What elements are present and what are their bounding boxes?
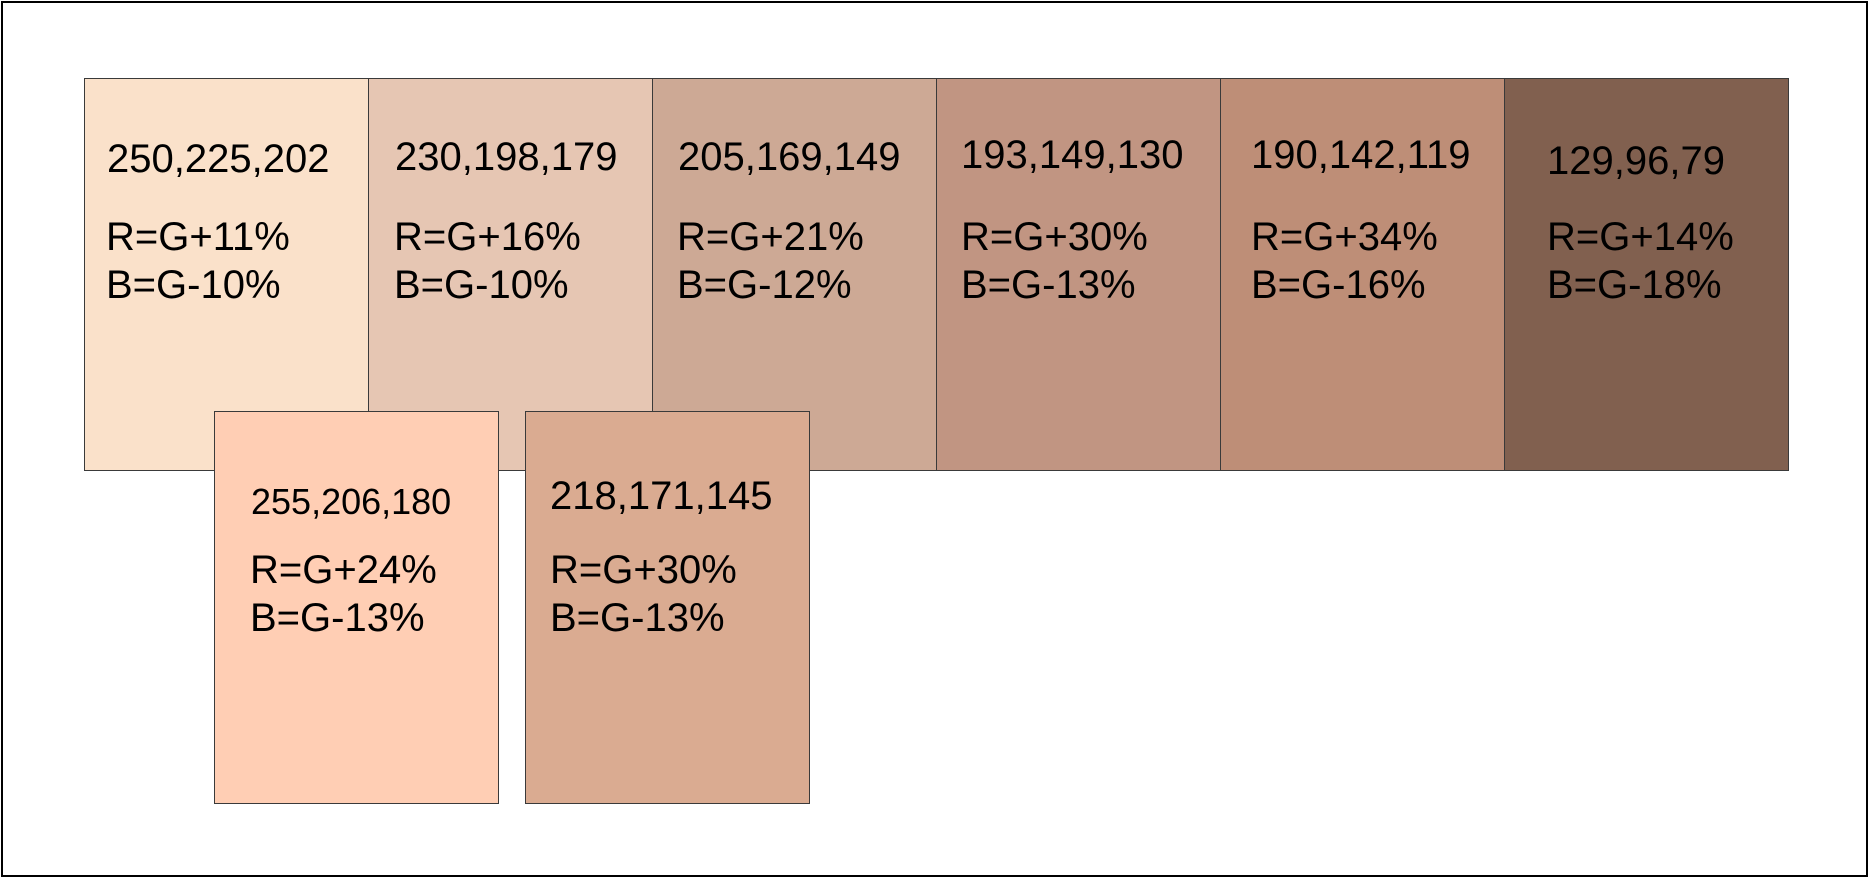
blue-ratio: B=G-16%: [1251, 263, 1426, 307]
rgb-label: 205,169,149: [678, 135, 901, 179]
swatch-218-171-145: 218,171,145 R=G+30% B=G-13%: [525, 411, 810, 804]
rgb-label: 255,206,180: [251, 481, 452, 522]
channel-ratios: R=G+21% B=G-12%: [677, 213, 864, 309]
channel-ratios: R=G+14% B=G-18%: [1547, 213, 1734, 309]
rgb-label: 129,96,79: [1547, 139, 1725, 183]
channel-ratios: R=G+11% B=G-10%: [106, 213, 290, 309]
blue-ratio: B=G-10%: [394, 263, 569, 307]
channel-ratios: R=G+34% B=G-16%: [1251, 213, 1438, 309]
swatch-129-96-79: 129,96,79 R=G+14% B=G-18%: [1504, 78, 1789, 471]
swatch-193-149-130: 193,149,130 R=G+30% B=G-13%: [936, 78, 1221, 471]
blue-ratio: B=G-13%: [550, 596, 725, 640]
swatch-190-142-119: 190,142,119 R=G+34% B=G-16%: [1220, 78, 1505, 471]
red-ratio: R=G+24%: [250, 548, 437, 592]
blue-ratio: B=G-18%: [1547, 263, 1722, 307]
swatch-205-169-149: 205,169,149 R=G+21% B=G-12%: [652, 78, 937, 471]
channel-ratios: R=G+30% B=G-13%: [550, 546, 737, 642]
red-ratio: R=G+21%: [677, 215, 864, 259]
blue-ratio: B=G-13%: [250, 596, 425, 640]
rgb-label: 218,171,145: [550, 474, 773, 518]
rgb-label: 190,142,119: [1251, 133, 1471, 177]
rgb-label: 230,198,179: [395, 135, 618, 179]
channel-ratios: R=G+24% B=G-13%: [250, 546, 437, 642]
red-ratio: R=G+11%: [106, 215, 290, 259]
rgb-label: 250,225,202: [107, 137, 330, 181]
red-ratio: R=G+16%: [394, 215, 581, 259]
rgb-label: 193,149,130: [961, 133, 1184, 177]
red-ratio: R=G+30%: [550, 548, 737, 592]
swatch-230-198-179: 230,198,179 R=G+16% B=G-10%: [368, 78, 653, 471]
blue-ratio: B=G-13%: [961, 263, 1136, 307]
swatch-255-206-180: 255,206,180 R=G+24% B=G-13%: [214, 411, 499, 804]
blue-ratio: B=G-12%: [677, 263, 852, 307]
red-ratio: R=G+30%: [961, 215, 1148, 259]
channel-ratios: R=G+30% B=G-13%: [961, 213, 1148, 309]
red-ratio: R=G+34%: [1251, 215, 1438, 259]
blue-ratio: B=G-10%: [106, 263, 281, 307]
swatch-250-225-202: 250,225,202 R=G+11% B=G-10%: [84, 78, 369, 471]
red-ratio: R=G+14%: [1547, 215, 1734, 259]
channel-ratios: R=G+16% B=G-10%: [394, 213, 581, 309]
